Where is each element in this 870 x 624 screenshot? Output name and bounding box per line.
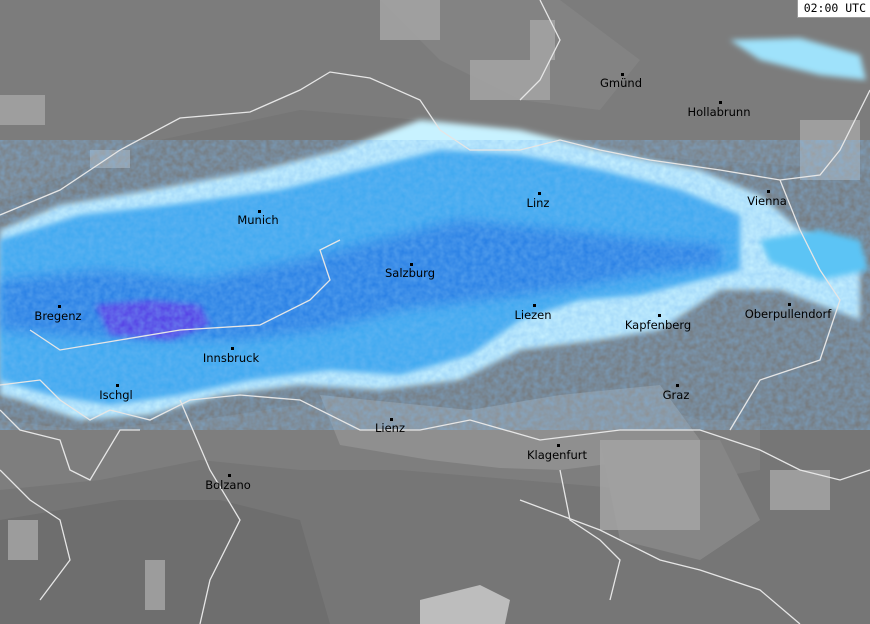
city-label-linz[interactable]: Linz	[526, 196, 550, 210]
border-at-it	[109, 394, 870, 481]
city-label-munich[interactable]: Munich	[237, 213, 279, 227]
border-ch-at	[0, 379, 111, 421]
border-it-w	[179, 399, 241, 624]
lake-garda-area	[420, 585, 510, 624]
city-marker	[621, 73, 624, 76]
city-marker	[767, 190, 770, 193]
city-marker	[658, 314, 661, 317]
city-marker	[533, 304, 536, 307]
city-label-innsbruck[interactable]: Innsbruck	[202, 351, 260, 365]
city-marker	[231, 347, 234, 350]
timestamp-label: 02:00 UTC	[796, 0, 870, 18]
city-marker	[788, 303, 791, 306]
border-cz-n	[519, 0, 561, 101]
border-ch-it	[0, 409, 140, 481]
precip-texture	[0, 140, 870, 430]
city-marker	[258, 210, 261, 213]
city-marker	[390, 418, 393, 421]
city-marker	[719, 101, 722, 104]
city-label-vienna[interactable]: Vienna	[747, 194, 787, 208]
bohemia-light	[380, 0, 640, 110]
border-it-sw	[0, 469, 71, 601]
border-slo-hr	[519, 499, 801, 624]
precip-ne-patch	[730, 38, 866, 80]
city-marker	[228, 474, 231, 477]
city-label-graz[interactable]: Graz	[662, 388, 690, 402]
city-label-bregenz[interactable]: Bregenz	[34, 309, 82, 323]
border-de-at-cz	[0, 71, 870, 216]
city-label-hollabrunn[interactable]: Hollabrunn	[687, 105, 751, 119]
city-label-klagenfurt[interactable]: Klagenfurt	[526, 448, 588, 462]
border-at-hu	[729, 179, 841, 431]
city-label-bolzano[interactable]: Bolzano	[205, 478, 251, 492]
city-label-liezen[interactable]: Liezen	[514, 308, 552, 322]
city-label-ischgl[interactable]: Ischgl	[99, 388, 133, 402]
city-label-kapfenberg[interactable]: Kapfenberg	[624, 318, 692, 332]
precip-east-patch	[760, 230, 868, 280]
border-tyrol-de	[29, 239, 341, 351]
city-label-gmund[interactable]: Gmünd	[600, 76, 642, 90]
city-label-salzburg[interactable]: Salzburg	[385, 266, 435, 280]
city-marker	[676, 384, 679, 387]
city-marker	[557, 444, 560, 447]
city-marker	[116, 384, 119, 387]
city-marker	[58, 305, 61, 308]
precipitation-layer	[0, 38, 870, 430]
border-slo-it	[559, 469, 621, 601]
city-marker	[538, 192, 541, 195]
city-label-lienz[interactable]: Lienz	[374, 421, 406, 435]
city-marker	[410, 263, 413, 266]
city-label-oberpullendorf[interactable]: Oberpullendorf	[744, 307, 832, 321]
